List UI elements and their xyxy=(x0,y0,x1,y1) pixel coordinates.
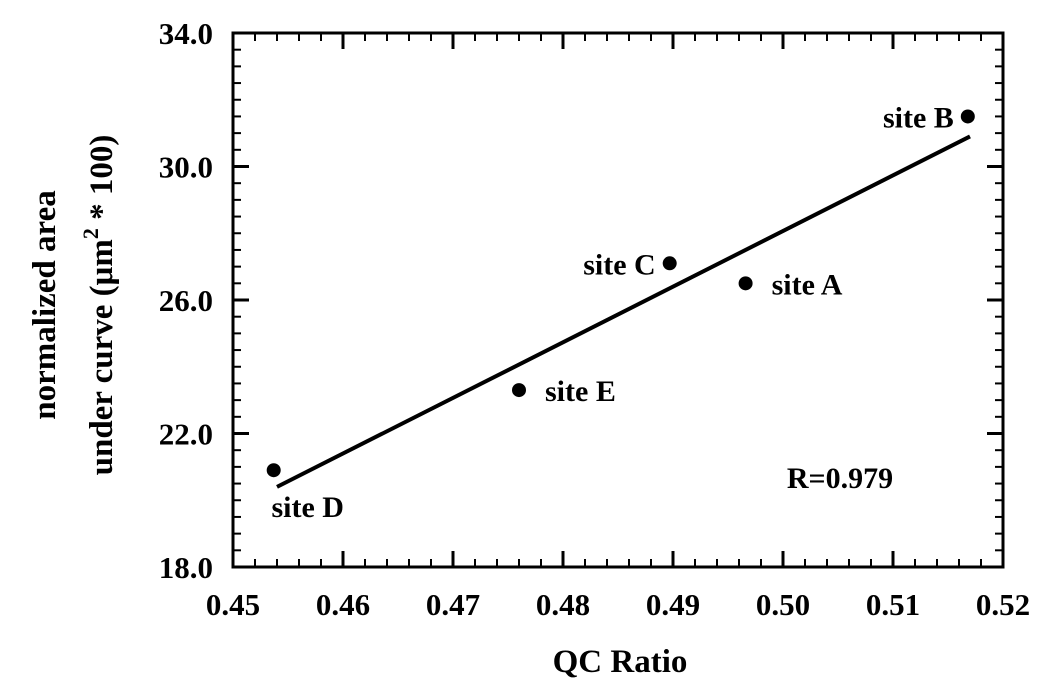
plot-frame xyxy=(231,31,1005,569)
y-tick-labels: 18.0 22.0 26.0 30.0 34.0 xyxy=(159,16,213,585)
data-point xyxy=(266,463,281,478)
data-point xyxy=(512,383,526,398)
data-point xyxy=(738,276,753,291)
y-tick-label: 30.0 xyxy=(159,150,213,185)
correlation-annotation: R=0.979 xyxy=(787,462,893,495)
x-axis-title: QC Ratio xyxy=(553,644,688,680)
point-label: site B xyxy=(883,101,954,134)
y-axis-title-line2-exponent: 2 xyxy=(78,228,103,239)
x-tick-label: 0.47 xyxy=(426,587,480,622)
y-tick-label: 18.0 xyxy=(159,550,213,585)
y-axis-title-line2-suffix: * 100) xyxy=(84,135,120,229)
x-tick-label: 0.49 xyxy=(646,587,700,622)
y-tick-label: 22.0 xyxy=(159,417,213,452)
point-label: site D xyxy=(271,491,343,524)
y-axis-title-line2-mu: μ xyxy=(84,266,120,285)
x-tick-label: 0.46 xyxy=(316,587,370,622)
x-tick-label: 0.45 xyxy=(206,587,260,622)
x-tick-label: 0.50 xyxy=(756,587,810,622)
data-points xyxy=(266,109,975,478)
point-label: site A xyxy=(772,268,843,301)
regression-line xyxy=(276,134,971,489)
point-label: site E xyxy=(545,375,616,408)
x-tick-label: 0.48 xyxy=(536,587,590,622)
data-point xyxy=(960,109,975,124)
x-tick-label: 0.52 xyxy=(976,587,1030,622)
point-labels: site A site B site C site D site E xyxy=(271,101,953,524)
x-tick-labels: 0.45 0.46 0.47 0.48 0.49 0.50 0.51 0.52 xyxy=(206,587,1030,622)
data-point xyxy=(662,256,677,271)
y-tick-label: 26.0 xyxy=(159,283,213,318)
x-tick-label: 0.51 xyxy=(866,587,920,622)
y-axis-title: normalized area under curve (μm2 * 100) xyxy=(27,135,120,476)
y-axis-title-line2-unit: m xyxy=(84,239,120,267)
y-axis-title-line1: normalized area xyxy=(27,190,63,419)
y-tick-label: 34.0 xyxy=(159,16,213,51)
point-label: site C xyxy=(583,248,655,281)
y-axis-title-line2: under curve (μm2 * 100) xyxy=(78,135,120,476)
y-axis-title-line2-prefix: under curve ( xyxy=(84,285,120,475)
